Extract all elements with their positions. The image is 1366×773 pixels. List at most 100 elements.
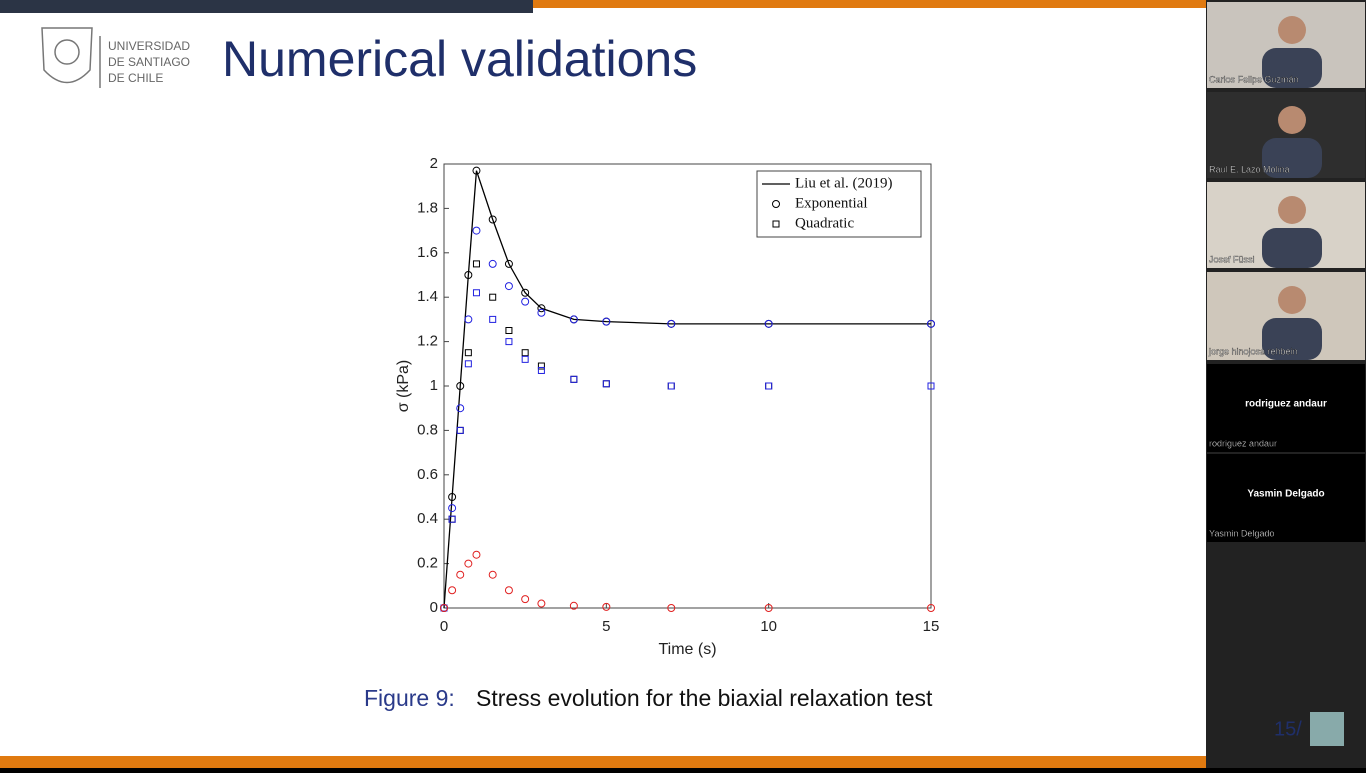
data-point xyxy=(472,260,480,268)
participant-video xyxy=(1262,318,1322,360)
data-point xyxy=(464,360,472,368)
data-point xyxy=(472,550,481,559)
y-tick-label: 0.4 xyxy=(417,510,438,527)
participant-video xyxy=(1262,48,1322,88)
data-point xyxy=(521,297,530,306)
data-point xyxy=(570,375,578,383)
legend-label: Exponential xyxy=(795,195,867,211)
data-point xyxy=(521,595,530,604)
participant-tile xyxy=(1207,364,1365,452)
data-point xyxy=(602,380,610,388)
bottom-bar xyxy=(0,756,1206,768)
participant-name: rodriguez andaur xyxy=(1209,438,1277,448)
data-point xyxy=(456,404,465,413)
slide-title: Numerical validations xyxy=(222,31,697,87)
data-point xyxy=(472,289,480,297)
data-point xyxy=(521,349,529,357)
page-number: 15/ xyxy=(1274,718,1302,740)
participant-name: Yasmin Delgado xyxy=(1209,528,1274,538)
x-tick-label: 15 xyxy=(923,618,940,635)
data-point xyxy=(472,226,481,235)
data-point xyxy=(927,319,935,328)
data-point xyxy=(537,362,545,370)
participant-video xyxy=(1262,138,1322,178)
data-point xyxy=(464,315,473,324)
data-point xyxy=(764,604,773,612)
participant-center-name: rodriguez andaur xyxy=(1245,399,1327,410)
data-point xyxy=(521,355,529,363)
data-point xyxy=(489,315,497,323)
data-point xyxy=(448,504,457,513)
legend-marker xyxy=(772,220,780,228)
participant-name: Carlos Felipe Guzmán xyxy=(1209,74,1299,84)
data-point xyxy=(667,319,676,328)
y-tick-label: 1 xyxy=(430,377,438,394)
data-point xyxy=(505,338,513,346)
y-tick-label: 0 xyxy=(430,599,438,616)
data-point xyxy=(569,601,578,610)
participant-name: jorge hinojosa rehbein xyxy=(1208,346,1298,356)
data-point xyxy=(602,317,611,326)
y-axis-label: σ (kPa) xyxy=(395,360,412,413)
data-point xyxy=(456,382,465,390)
x-tick-label: 10 xyxy=(760,618,777,635)
data-point xyxy=(448,493,457,501)
data-point xyxy=(537,304,546,313)
y-tick-label: 1.2 xyxy=(417,333,438,350)
y-tick-label: 0.8 xyxy=(417,421,438,438)
participant-video xyxy=(1278,286,1306,314)
x-axis-label: Time (s) xyxy=(658,641,716,658)
participant-tile xyxy=(1207,454,1365,542)
university-line: DE CHILE xyxy=(108,71,163,85)
data-point xyxy=(472,166,481,175)
data-point xyxy=(569,315,578,324)
data-point xyxy=(464,271,473,279)
participant-video xyxy=(1278,106,1306,134)
logo xyxy=(41,27,101,88)
y-tick-label: 0.2 xyxy=(417,555,438,572)
participant-video xyxy=(1278,16,1306,44)
data-point xyxy=(505,327,513,334)
participant-center-name: Yasmin Delgado xyxy=(1247,489,1324,500)
data-point xyxy=(448,515,456,523)
data-point xyxy=(504,586,513,595)
data-point xyxy=(537,308,546,317)
data-point xyxy=(765,382,773,390)
y-tick-label: 0.6 xyxy=(417,466,438,483)
caption: Stress evolution for the biaxial relaxat… xyxy=(476,685,933,711)
data-point xyxy=(488,259,497,268)
data-point xyxy=(456,570,465,579)
top-bar-orange xyxy=(533,0,1206,8)
data-point xyxy=(456,426,464,434)
data-point xyxy=(764,319,773,328)
data-point xyxy=(440,604,448,612)
legend-label: Liu et al. (2019) xyxy=(795,175,892,191)
legend-label: Quadratic xyxy=(795,215,854,231)
data-point xyxy=(488,215,497,224)
data-point xyxy=(927,382,935,390)
y-tick-label: 1.6 xyxy=(417,244,438,261)
university-line: DE SANTIAGO xyxy=(108,55,190,69)
legend-marker xyxy=(772,200,780,208)
presenter-thumbnail xyxy=(1310,712,1344,746)
data-point xyxy=(537,366,545,374)
data-point xyxy=(504,282,513,291)
caption-label: Figure 9: xyxy=(364,685,455,711)
data-point xyxy=(537,599,546,608)
y-tick-label: 2 xyxy=(430,155,438,172)
y-tick-label: 1.4 xyxy=(417,288,438,305)
data-point xyxy=(504,259,513,268)
x-tick-label: 5 xyxy=(602,618,610,635)
top-bar-dark xyxy=(0,0,533,13)
participant-video xyxy=(1262,228,1322,268)
data-point xyxy=(464,349,472,357)
data-point xyxy=(602,602,611,611)
participant-name: Josef Füssl xyxy=(1209,254,1255,264)
university-line: UNIVERSIDAD xyxy=(108,39,190,53)
participant-video xyxy=(1278,196,1306,224)
data-point xyxy=(927,604,935,612)
data-point xyxy=(667,382,675,390)
x-tick-label: 0 xyxy=(440,618,448,635)
